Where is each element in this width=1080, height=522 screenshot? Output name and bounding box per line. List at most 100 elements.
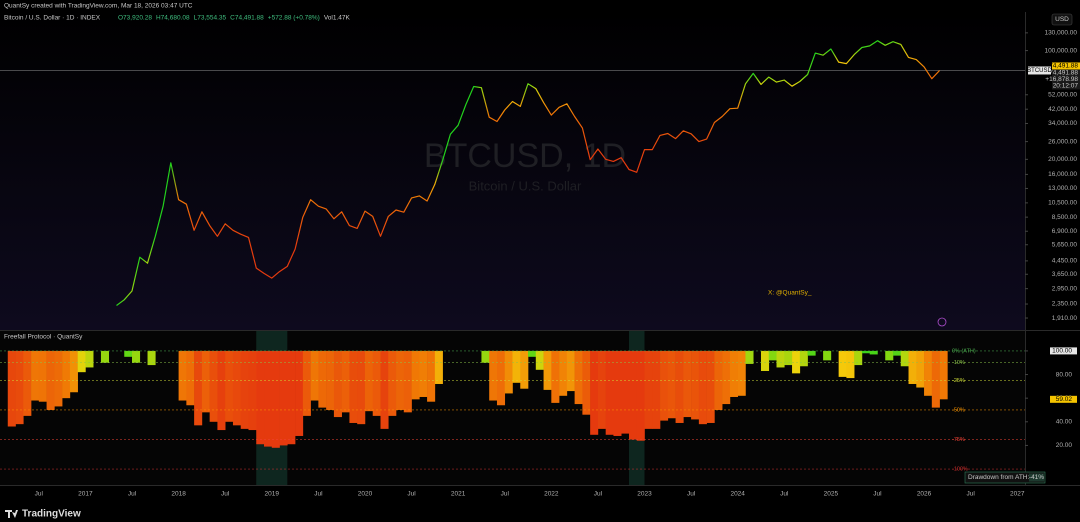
y-tick-label: 26,000.00 xyxy=(1048,138,1077,145)
drawdown-bar xyxy=(318,350,327,408)
drawdown-bar xyxy=(520,350,529,389)
level-label: 0% (ATH) xyxy=(952,348,976,354)
drawdown-bar xyxy=(760,350,770,371)
drawdown-bar xyxy=(908,350,917,384)
drawdown-bar xyxy=(628,350,638,440)
drawdown-bar xyxy=(939,350,948,400)
drawdown-bar xyxy=(512,350,521,383)
drawdown-bar xyxy=(722,350,731,405)
drawdown-bar xyxy=(411,350,420,400)
drawdown-bar xyxy=(729,350,738,397)
drawdown-bar xyxy=(357,350,366,425)
drawdown-bar xyxy=(341,350,350,413)
footer-bar xyxy=(0,505,1080,522)
drawdown-bar xyxy=(77,350,86,373)
drawdown-bar xyxy=(248,350,257,431)
drawdown-bar xyxy=(776,350,785,368)
x-tick-label: Jul xyxy=(407,491,416,498)
level-label: -75% xyxy=(952,437,965,443)
drawdown-bar xyxy=(621,350,630,434)
drawdown-bar xyxy=(559,350,568,396)
x-tick-label: 2025 xyxy=(824,491,839,498)
drawdown-bar xyxy=(636,350,645,441)
y-tick-label: 20.00 xyxy=(1056,442,1073,449)
drawdown-bar xyxy=(652,350,661,429)
drawdown-bar xyxy=(427,350,436,402)
level-label: -100% xyxy=(952,467,968,473)
y-tick-label: 16,000.00 xyxy=(1048,171,1077,178)
drawdown-bar xyxy=(566,350,575,392)
drawdown-bar xyxy=(854,350,863,366)
drawdown-bar xyxy=(403,350,412,413)
x-tick-label: Jul xyxy=(221,491,230,498)
y-tick-label: 42,000.00 xyxy=(1048,106,1077,113)
drawdown-bar xyxy=(590,350,599,435)
x-tick-label: Jul xyxy=(594,491,603,498)
y-tick-label: 3,650.00 xyxy=(1052,271,1078,278)
current-value-label: 59.02 xyxy=(1056,396,1073,403)
drawdown-bar xyxy=(271,350,280,448)
series-label-box xyxy=(1028,66,1051,75)
watermark-sub: Bitcoin / U.S. Dollar xyxy=(469,178,582,193)
drawdown-bar xyxy=(807,350,816,356)
drawdown-bar xyxy=(737,350,746,396)
drawdown-bar xyxy=(287,350,296,445)
drawdown-bar xyxy=(186,350,195,406)
drawdown-bar xyxy=(31,350,40,401)
drawdown-bar xyxy=(543,350,552,390)
drawdown-bar xyxy=(582,350,591,415)
x-tick-label: 2024 xyxy=(730,491,745,498)
x-tick-label: Jul xyxy=(687,491,696,498)
drawdown-bar xyxy=(916,350,925,388)
price-info: 74,491.88 xyxy=(1049,70,1078,77)
drawdown-bar xyxy=(132,350,141,363)
level-label: -10% xyxy=(952,360,965,366)
x-tick-label: 2019 xyxy=(265,491,280,498)
drawdown-bar xyxy=(388,350,397,416)
drawdown-bar xyxy=(784,350,793,366)
drawdown-bar xyxy=(799,350,808,367)
y-tick-label: 40.00 xyxy=(1056,419,1073,426)
drawdown-bar xyxy=(489,350,498,401)
drawdown-bar xyxy=(225,350,234,422)
drawdown-bar xyxy=(792,350,801,374)
x-tick-label: Jul xyxy=(966,491,975,498)
drawdown-bar xyxy=(147,350,156,366)
table-value-box xyxy=(1029,473,1044,482)
drawdown-bar xyxy=(644,350,653,429)
drawdown-bar xyxy=(885,350,894,361)
drawdown-bar xyxy=(504,350,513,394)
volume: Vol1.47K xyxy=(324,15,351,22)
x-tick-label: 2022 xyxy=(544,491,559,498)
x-tick-label: 2023 xyxy=(637,491,652,498)
drawdown-bar xyxy=(838,350,847,377)
last-price-label: 74,491.88 xyxy=(1049,63,1078,70)
y-tick-label: 6,900.00 xyxy=(1052,228,1078,235)
drawdown-bar xyxy=(924,350,933,396)
alert-icon[interactable] xyxy=(937,317,947,327)
y-tick-label: 10,500.00 xyxy=(1048,200,1077,207)
watermark: BTCUSD, 1D xyxy=(424,137,626,175)
credit: QuantSy created with TradingView.com, Ma… xyxy=(4,3,193,10)
current-value-box xyxy=(1050,395,1077,403)
symbol: Bitcoin / U.S. Dollar · 1D · INDEX xyxy=(4,15,101,22)
annotation: X: @QuantSy_ xyxy=(768,290,812,297)
x-tick-label: 2018 xyxy=(171,491,186,498)
table-box xyxy=(964,471,1046,484)
drawdown-bar xyxy=(528,350,537,357)
drawdown-bar xyxy=(419,350,428,397)
drawdown-bar xyxy=(869,350,878,355)
drawdown-bar xyxy=(7,350,16,427)
drawdown-bar xyxy=(62,350,71,399)
ohlc: O73,920.28 H74,680.08 L73,554.35 C74,491.88… xyxy=(118,15,351,22)
drawdown-bar xyxy=(240,350,249,429)
drawdown-bar xyxy=(714,350,723,410)
level-label: -50% xyxy=(952,407,965,413)
y-tick-label: 1,910.00 xyxy=(1052,315,1078,322)
level-label: -25% xyxy=(952,378,965,384)
x-tick-label: Jul xyxy=(35,491,44,498)
drawdown-bar xyxy=(434,350,443,384)
drawdown-bar xyxy=(574,350,583,405)
